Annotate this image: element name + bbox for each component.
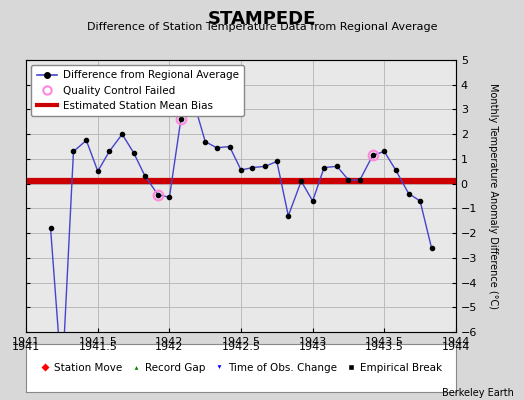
Legend: Difference from Regional Average, Quality Control Failed, Estimated Station Mean: Difference from Regional Average, Qualit… xyxy=(31,65,244,116)
Text: 1943.5: 1943.5 xyxy=(365,342,403,352)
Text: Difference of Station Temperature Data from Regional Average: Difference of Station Temperature Data f… xyxy=(87,22,437,32)
Text: 1943: 1943 xyxy=(299,342,327,352)
Text: 1941.5: 1941.5 xyxy=(79,342,117,352)
Text: 1942.5: 1942.5 xyxy=(222,342,260,352)
Text: 1944: 1944 xyxy=(442,342,470,352)
Text: Berkeley Earth: Berkeley Earth xyxy=(442,388,514,398)
Text: STAMPEDE: STAMPEDE xyxy=(208,10,316,28)
Text: 1941: 1941 xyxy=(12,342,40,352)
Legend: Station Move, Record Gap, Time of Obs. Change, Empirical Break: Station Move, Record Gap, Time of Obs. C… xyxy=(36,360,446,376)
Text: 1942: 1942 xyxy=(155,342,183,352)
Y-axis label: Monthly Temperature Anomaly Difference (°C): Monthly Temperature Anomaly Difference (… xyxy=(488,83,498,309)
